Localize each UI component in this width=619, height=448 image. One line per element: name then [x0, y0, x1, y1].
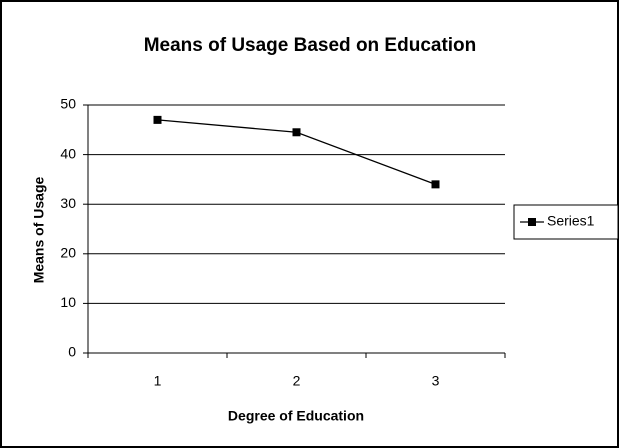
- x-axis-title: Degree of Education: [228, 408, 364, 424]
- chart-title: Means of Usage Based on Education: [144, 35, 477, 56]
- y-axis-title: Means of Usage: [31, 176, 47, 283]
- y-tick-label: 10: [60, 294, 76, 310]
- marker: [432, 180, 440, 188]
- marker: [293, 128, 301, 136]
- y-tick-label: 50: [60, 96, 76, 112]
- x-tick-label: 1: [154, 373, 162, 389]
- y-tick-label: 0: [68, 344, 76, 360]
- x-tick-label: 2: [293, 373, 301, 389]
- y-tick-label: 20: [60, 245, 76, 261]
- y-tick-label: 30: [60, 195, 76, 211]
- x-tick-label: 3: [432, 373, 440, 389]
- chart: Means of Usage Based on Education Degree…: [0, 0, 619, 448]
- legend-label: Series1: [547, 213, 595, 229]
- legend-marker: [528, 218, 536, 226]
- marker: [154, 116, 162, 124]
- y-tick-label: 40: [60, 145, 76, 161]
